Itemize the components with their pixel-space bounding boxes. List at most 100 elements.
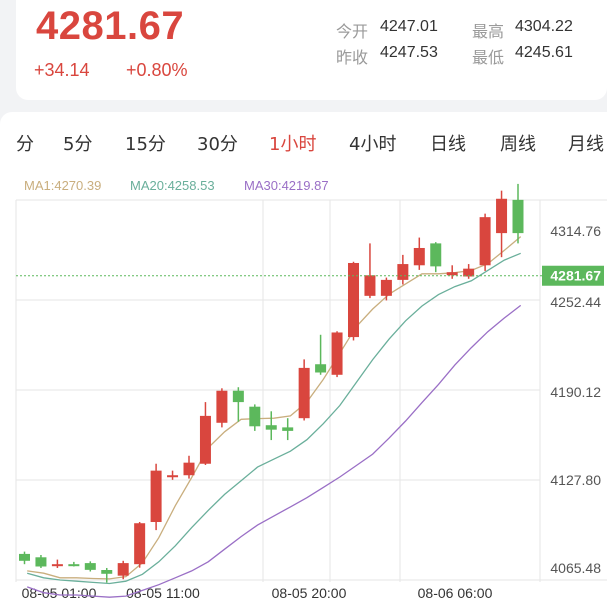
candle-body xyxy=(413,247,425,266)
tab-30min[interactable]: 30分 xyxy=(197,134,238,155)
candle-body xyxy=(150,470,162,523)
last-price: 4281.67 xyxy=(36,4,185,48)
x-tick-label: 08-05 20:00 xyxy=(272,585,347,601)
candle-body xyxy=(19,553,30,561)
candle-down xyxy=(265,411,277,441)
candle-body xyxy=(364,275,376,296)
tab-monthly[interactable]: 月线 xyxy=(568,134,604,155)
candle-up xyxy=(167,470,179,480)
candle-down xyxy=(84,561,96,572)
candle-body xyxy=(183,462,195,476)
x-tick-label: 08-05 11:00 xyxy=(126,585,200,601)
candle-body xyxy=(463,268,475,277)
ma1-legend: MA1:4270.39 xyxy=(24,178,102,193)
candle-up xyxy=(413,237,425,270)
tab-weekly[interactable]: 周线 xyxy=(500,134,536,155)
y-tick-label: 4314.76 xyxy=(550,223,601,239)
candle-down xyxy=(68,561,80,567)
candle-body xyxy=(216,390,228,423)
y-axis-labels: 4314.76 4252.44 4190.12 4127.80 4065.48 xyxy=(550,223,601,576)
ma-lines xyxy=(26,236,522,598)
candle-down xyxy=(282,418,294,441)
x-axis-labels: 08-05 01:00 08-05 11:00 08-05 20:00 08-06 0… xyxy=(22,585,493,601)
candle-up xyxy=(117,560,129,580)
candle-up xyxy=(463,264,475,279)
interval-tabs: 分 5分 15分 30分 1小时 4小时 日线 周线 月线 xyxy=(0,112,607,174)
candle-body xyxy=(479,217,491,266)
candle-body xyxy=(265,425,277,430)
candle-body xyxy=(117,563,129,576)
candle-up xyxy=(216,388,228,428)
tab-minute[interactable]: 分 xyxy=(16,134,34,155)
low-value: 4245.61 xyxy=(515,44,573,61)
y-tick-label: 4190.12 xyxy=(550,384,601,400)
last-price-line: 4281.67 xyxy=(16,265,604,286)
tab-4hour[interactable]: 4小时 xyxy=(349,134,397,155)
x-tick-label: 08-05 01:00 xyxy=(22,585,97,601)
price-change: +34.14 xyxy=(34,60,90,80)
candle-up xyxy=(134,522,146,568)
tab-1hour[interactable]: 1小时 xyxy=(269,134,317,155)
candle-body xyxy=(249,406,261,427)
candle-up xyxy=(51,559,63,568)
candle-up xyxy=(183,455,195,479)
candle-up xyxy=(479,213,491,271)
candle-up xyxy=(331,331,343,378)
candle-body xyxy=(282,427,294,431)
candle-body xyxy=(35,557,47,567)
candle-body xyxy=(51,564,63,567)
candle-down xyxy=(19,551,30,565)
candle-down xyxy=(101,567,113,583)
x-tick-label: 08-06 06:00 xyxy=(418,585,493,601)
candles xyxy=(19,183,524,583)
low-label: 最低 xyxy=(472,48,505,67)
candle-body xyxy=(315,364,327,373)
candle-body xyxy=(101,570,113,574)
prev-close-label: 昨收 xyxy=(336,48,369,67)
candle-body xyxy=(134,523,146,565)
ma20-legend: MA20:4258.53 xyxy=(130,178,215,193)
candle-body xyxy=(331,332,343,375)
ma30-line xyxy=(26,304,522,598)
candle-body xyxy=(446,272,458,276)
candle-down xyxy=(35,554,47,568)
y-tick-label: 4065.48 xyxy=(550,560,601,576)
candle-down xyxy=(249,404,261,431)
high-label: 最高 xyxy=(472,22,505,41)
tab-daily[interactable]: 日线 xyxy=(430,134,466,155)
price-change-percent: +0.80% xyxy=(126,60,188,80)
candle-down xyxy=(232,387,244,422)
prev-close-value: 4247.53 xyxy=(380,44,438,61)
candle-body xyxy=(430,243,442,267)
last-price-tag xyxy=(542,265,604,286)
candle-up xyxy=(446,265,458,279)
candle-body xyxy=(348,262,359,338)
candle-up xyxy=(397,254,409,285)
candle-up xyxy=(364,243,376,299)
candle-down xyxy=(512,183,524,244)
tab-15min[interactable]: 15分 xyxy=(125,134,166,155)
candle-body xyxy=(496,198,508,234)
ma1-line xyxy=(27,236,522,580)
open-value: 4247.01 xyxy=(380,18,438,35)
candle-body xyxy=(68,564,80,567)
candle-up xyxy=(380,277,392,301)
last-price-label: 4281.67 xyxy=(550,268,601,284)
ma20-line xyxy=(27,252,521,585)
open-label: 今开 xyxy=(336,22,369,41)
candle-down xyxy=(430,242,442,273)
candle-up xyxy=(348,261,359,341)
high-value: 4304.22 xyxy=(515,18,573,35)
tab-5min[interactable]: 5分 xyxy=(63,134,93,155)
candle-down xyxy=(315,334,327,375)
candle-body xyxy=(232,390,244,403)
candle-body xyxy=(397,264,409,280)
candle-body xyxy=(167,475,179,478)
candle-up xyxy=(150,463,162,531)
chart-card: 分 5分 15分 30分 1小时 4小时 日线 周线 月线 xyxy=(0,112,607,604)
candle-body xyxy=(84,563,96,570)
ma30-legend: MA30:4219.87 xyxy=(244,178,329,193)
candle-up xyxy=(298,359,310,421)
quote-card: 4281.67 +34.14 +0.80% 今开 4247.01 最高 4304… xyxy=(16,0,607,100)
